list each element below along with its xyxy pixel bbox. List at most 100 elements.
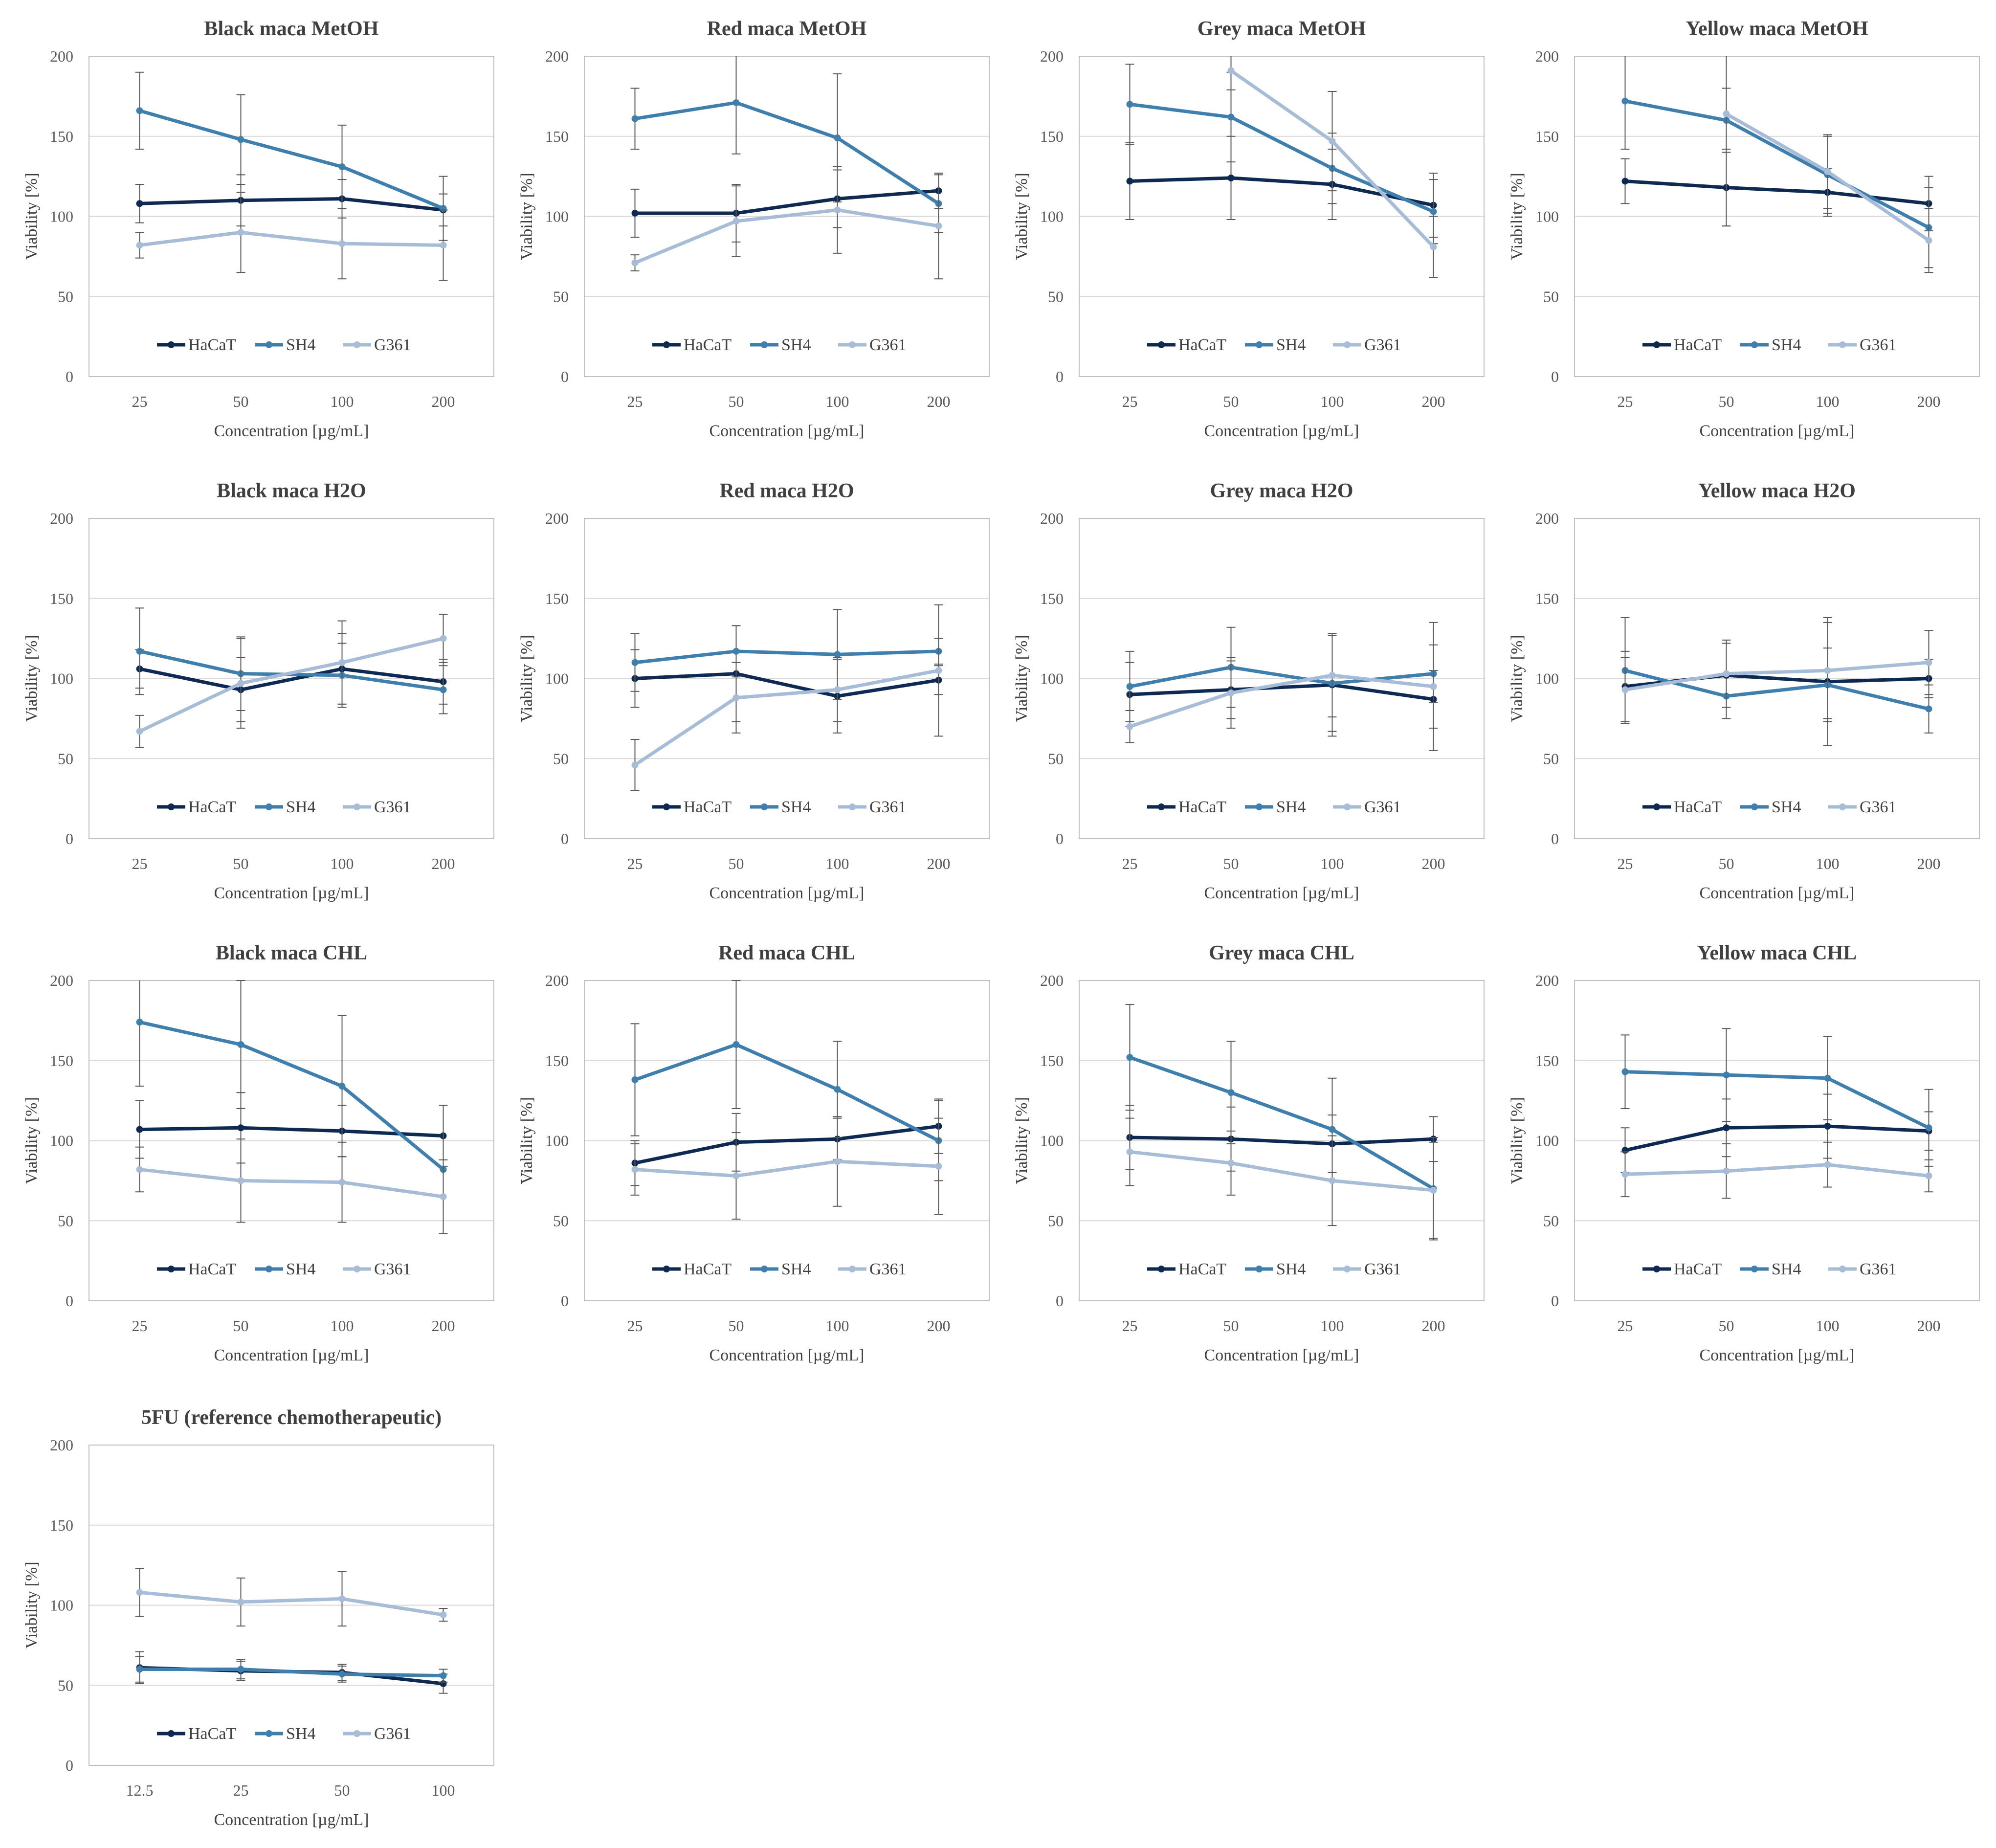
data-point (834, 134, 841, 142)
y-tick-label: 50 (58, 1676, 73, 1694)
data-point (1227, 113, 1235, 121)
legend-swatch-marker (266, 1266, 272, 1272)
legend-swatch-marker (1158, 1266, 1165, 1272)
legend-label: G361 (374, 1260, 411, 1278)
legend-swatch-marker (849, 1266, 856, 1272)
plot-area-border (584, 518, 990, 839)
x-tick-label: 100 (826, 393, 849, 410)
plot-area-border (89, 1445, 494, 1766)
legend-label: G361 (374, 336, 411, 354)
y-tick-label: 50 (553, 750, 569, 767)
series-line-segment (340, 673, 445, 691)
legend-swatch-marker (168, 803, 175, 810)
legend-swatch-marker (354, 1266, 360, 1272)
data-point (1824, 168, 1831, 175)
plot-area-border (584, 980, 990, 1301)
data-point (237, 1041, 244, 1048)
legend-swatch-marker (663, 1266, 670, 1272)
data-point (440, 635, 447, 642)
chart-title: Red maca H2O (719, 480, 854, 502)
series-line-segment (1623, 99, 1728, 122)
x-axis-label: Concentration [µg/mL] (709, 1346, 864, 1364)
data-point (1329, 1177, 1336, 1184)
y-tick-label: 100 (545, 1132, 569, 1150)
series-line-segment (1826, 1076, 1930, 1130)
x-tick-label: 100 (331, 1317, 354, 1335)
chart-panel: Grey maca MetOH 0 50 100 150 200 25 50 100 200 Con… (1013, 18, 1485, 440)
data-point (237, 680, 244, 687)
data-point (1227, 689, 1235, 696)
data-point (440, 1193, 447, 1201)
legend-label: SH4 (1276, 798, 1306, 816)
x-tick-label: 50 (729, 855, 744, 872)
legend-swatch-marker (354, 1730, 360, 1737)
y-tick-label: 200 (1040, 510, 1064, 527)
y-axis-label: Viability [%] (22, 1561, 41, 1648)
series-line-segment (1128, 688, 1233, 696)
x-tick-label: 25 (132, 393, 148, 410)
data-point (1925, 237, 1932, 244)
legend-swatch-marker (761, 803, 768, 810)
series-line-segment (1623, 1126, 1728, 1152)
x-tick-label: 50 (1223, 1317, 1239, 1335)
data-point (732, 694, 740, 701)
y-tick-label: 50 (58, 750, 73, 767)
data-point (1621, 97, 1629, 105)
legend-swatch-marker (266, 803, 272, 810)
y-tick-label: 200 (545, 510, 569, 527)
data-point (136, 1019, 143, 1026)
data-point (631, 761, 639, 769)
legend-label: HaCaT (684, 1260, 732, 1278)
x-tick-label: 200 (927, 1317, 951, 1335)
y-tick-label: 150 (50, 590, 73, 607)
y-tick-label: 150 (50, 1052, 73, 1069)
y-tick-label: 200 (50, 1436, 73, 1454)
legend-swatch-marker (663, 341, 670, 348)
series-line-segment (340, 242, 445, 247)
chart-panel: Grey maca CHL 0 50 100 150 200 25 50 100 200 Conce… (1013, 942, 1485, 1364)
chart-title: Black maca MetOH (204, 18, 379, 40)
data-point (1227, 67, 1235, 74)
y-axis-label: Viability [%] (1013, 173, 1031, 260)
y-tick-label: 200 (50, 47, 73, 65)
data-point (136, 1126, 143, 1133)
x-axis-label: Concentration [µg/mL] (1204, 1346, 1359, 1364)
series-line-segment (239, 1126, 344, 1133)
series-line-segment (1826, 190, 1930, 205)
legend-label: G361 (1860, 336, 1897, 354)
y-tick-label: 0 (1551, 1292, 1559, 1310)
series-line-segment (1331, 166, 1435, 214)
y-tick-label: 0 (1056, 368, 1064, 385)
chart-title: Yellow maca MetOH (1686, 18, 1868, 40)
y-tick-label: 200 (545, 972, 569, 989)
y-tick-label: 0 (1056, 830, 1064, 847)
series-line-segment (734, 208, 839, 223)
series-line-segment (239, 1179, 344, 1184)
x-tick-label: 50 (1719, 855, 1734, 872)
x-axis-label: Concentration [µg/mL] (214, 422, 369, 440)
y-axis-label: Viability [%] (1508, 1097, 1526, 1184)
data-point (338, 1083, 346, 1090)
legend-label: HaCaT (188, 798, 236, 816)
legend-label: SH4 (1276, 336, 1306, 354)
y-tick-label: 200 (50, 972, 73, 989)
data-point (136, 1666, 143, 1673)
data-point (440, 1672, 447, 1679)
y-axis-label: Viability [%] (22, 635, 41, 722)
series-line-segment (1725, 668, 1829, 676)
y-tick-label: 0 (1551, 368, 1559, 385)
y-tick-label: 0 (561, 830, 569, 847)
chart-title: 5FU (reference chemotherapeutic) (141, 1406, 442, 1429)
y-tick-label: 200 (50, 510, 73, 527)
series-line-segment (138, 199, 243, 205)
chart-title: Yellow maca H2O (1698, 480, 1856, 502)
series-line-segment (633, 219, 738, 265)
x-tick-label: 100 (331, 393, 354, 410)
y-tick-label: 100 (1535, 670, 1559, 688)
x-tick-label: 100 (1816, 855, 1840, 872)
x-tick-label: 200 (1422, 855, 1445, 872)
plot-area-border (89, 518, 494, 839)
chart-panel: Black maca MetOH 0 50 100 150 200 25 50 100 200 Co… (22, 18, 494, 440)
legend-swatch-marker (761, 1266, 768, 1272)
